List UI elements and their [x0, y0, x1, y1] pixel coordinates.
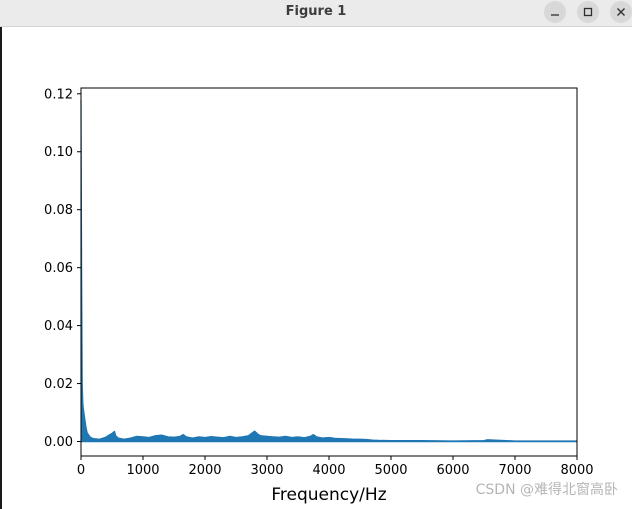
window-left-border [0, 27, 2, 509]
y-tick-label-6: 0.12 [44, 87, 73, 102]
series-line-0 [80, 99, 577, 442]
y-tick-label-3: 0.06 [44, 261, 73, 276]
figure-canvas[interactable]: 0 1000 2000 3000 4000 5000 6000 7000 8000 0.00 0.0… [0, 27, 632, 509]
close-button[interactable] [610, 1, 632, 23]
x-tick-label-6: 6000 [436, 463, 469, 478]
minimize-button[interactable] [544, 1, 566, 23]
x-tick-label-5: 5000 [374, 463, 407, 478]
x-tick-label-4: 4000 [312, 463, 345, 478]
x-tick-label-3: 3000 [250, 463, 283, 478]
x-tick-label-7: 7000 [498, 463, 531, 478]
y-tick-label-5: 0.10 [44, 145, 73, 160]
x-tick-label-8: 8000 [560, 463, 593, 478]
maximize-button[interactable] [577, 1, 599, 23]
x-tick-label-1: 1000 [126, 463, 159, 478]
minimize-icon [551, 14, 559, 16]
y-tick-label-4: 0.08 [44, 203, 73, 218]
x-tick-label-2: 2000 [188, 463, 221, 478]
y-tick-label-2: 0.04 [44, 319, 73, 334]
y-tick-label-1: 0.02 [44, 377, 73, 392]
watermark: CSDN @难得北窗高卧 [475, 482, 618, 498]
window-title: Figure 1 [285, 4, 347, 19]
plot-area [81, 88, 577, 456]
x-axis-label: Frequency/Hz [271, 485, 386, 505]
close-icon [617, 8, 625, 16]
x-tick-label-0: 0 [77, 463, 85, 478]
y-tick-label-0: 0.00 [44, 435, 73, 450]
maximize-icon [583, 7, 593, 17]
title-bar: Figure 1 [0, 0, 632, 27]
